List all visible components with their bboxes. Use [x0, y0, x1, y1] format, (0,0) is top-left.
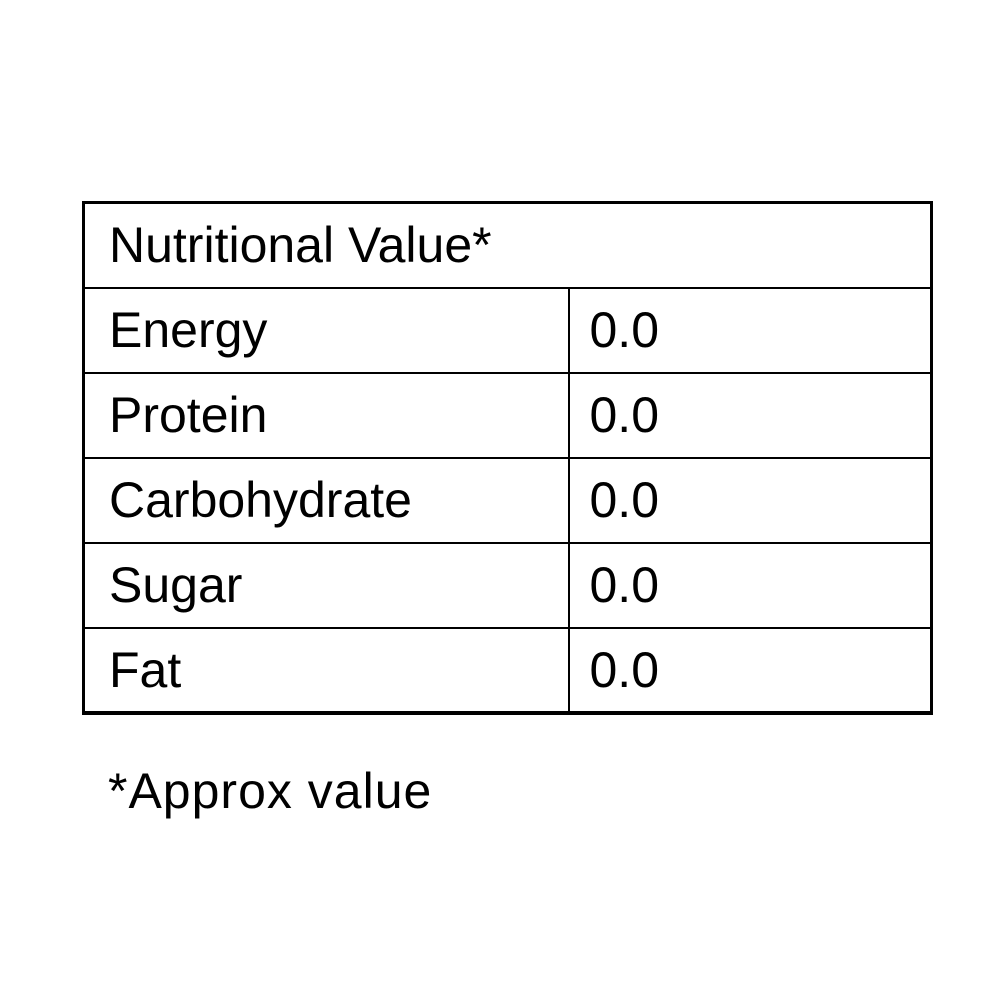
nutrient-value: 0.0 [567, 371, 933, 459]
nutrient-name: Carbohydrate [82, 456, 570, 544]
table-row: Protein 0.0 [82, 371, 933, 459]
table-row: Sugar 0.0 [82, 541, 933, 629]
footnote: *Approx value [108, 763, 433, 819]
nutrient-name: Sugar [82, 541, 570, 629]
table-row: Energy 0.0 [82, 286, 933, 374]
header-row: Nutritional Value* [82, 201, 933, 289]
table-row: Carbohydrate 0.0 [82, 456, 933, 544]
table-row: Fat 0.0 [82, 626, 933, 714]
nutrient-value: 0.0 [567, 456, 933, 544]
nutrient-name: Fat [82, 626, 570, 714]
nutrient-value: 0.0 [567, 626, 933, 714]
nutrient-value: 0.0 [567, 541, 933, 629]
nutrition-table: Nutritional Value* Energy 0.0 Protein 0.0 Ca… [82, 201, 933, 715]
table-title: Nutritional Value* [82, 201, 933, 289]
nutrient-name: Energy [82, 286, 570, 374]
nutrient-value: 0.0 [567, 286, 933, 374]
table-body: Nutritional Value* Energy 0.0 Protein 0.0 Ca… [82, 201, 933, 714]
nutrient-name: Protein [82, 371, 570, 459]
